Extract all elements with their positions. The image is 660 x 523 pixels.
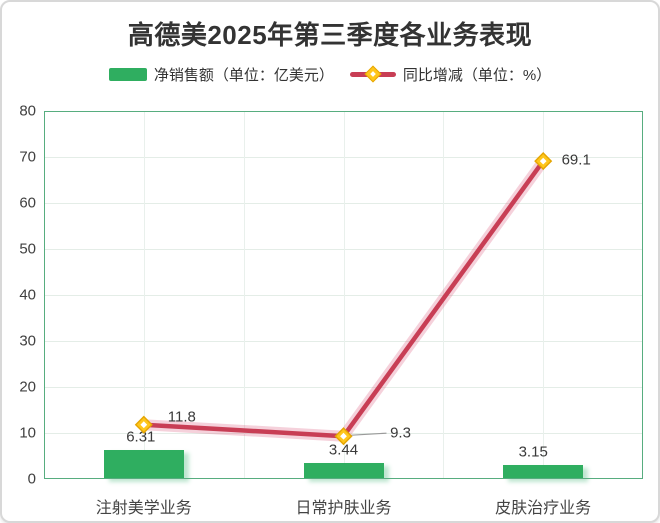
line-value-label-0: 11.8 xyxy=(167,408,196,426)
plot-border xyxy=(44,111,643,479)
y-axis-tick: 0 xyxy=(27,470,36,488)
line-value-label-1: 9.3 xyxy=(390,424,411,442)
y-axis-tick: 60 xyxy=(19,194,36,212)
legend-item-yoy-change: 同比增减（单位：%） xyxy=(349,64,552,85)
bar-value-label-1: 3.44 xyxy=(328,441,359,459)
y-axis-tick: 10 xyxy=(19,424,36,442)
y-axis-tick: 30 xyxy=(19,332,36,350)
bar-value-label-2: 3.15 xyxy=(518,443,548,460)
x-axis-label-1: 日常护肤业务 xyxy=(295,500,392,517)
bar-2 xyxy=(503,464,584,479)
legend-item-net-sales: 净销售额（单位：亿美元） xyxy=(108,64,334,85)
x-axis-label-2: 皮肤治疗业务 xyxy=(495,500,592,517)
x-axis-label-0: 注射美学业务 xyxy=(95,500,192,517)
chart-title: 高德美2025年第三季度各业务表现 xyxy=(127,20,533,50)
legend-label-yoy-change: 同比增减（单位：%） xyxy=(402,66,552,84)
line-swatch-icon xyxy=(349,65,396,83)
y-axis-tick: 40 xyxy=(19,286,36,304)
y-axis-tick: 50 xyxy=(19,240,36,258)
chart-legend: 净销售额（单位：亿美元） 同比增减（单位：%） xyxy=(2,63,658,85)
y-axis-tick: 80 xyxy=(19,102,36,120)
bar-0 xyxy=(103,450,184,479)
bar-1 xyxy=(303,463,384,479)
bar-swatch-icon xyxy=(108,67,147,81)
y-axis-tick: 70 xyxy=(19,148,36,166)
legend-label-net-sales: 净销售额（单位：亿美元） xyxy=(153,66,334,84)
y-axis-tick: 20 xyxy=(19,378,36,396)
line-value-label-2: 69.1 xyxy=(561,151,591,169)
